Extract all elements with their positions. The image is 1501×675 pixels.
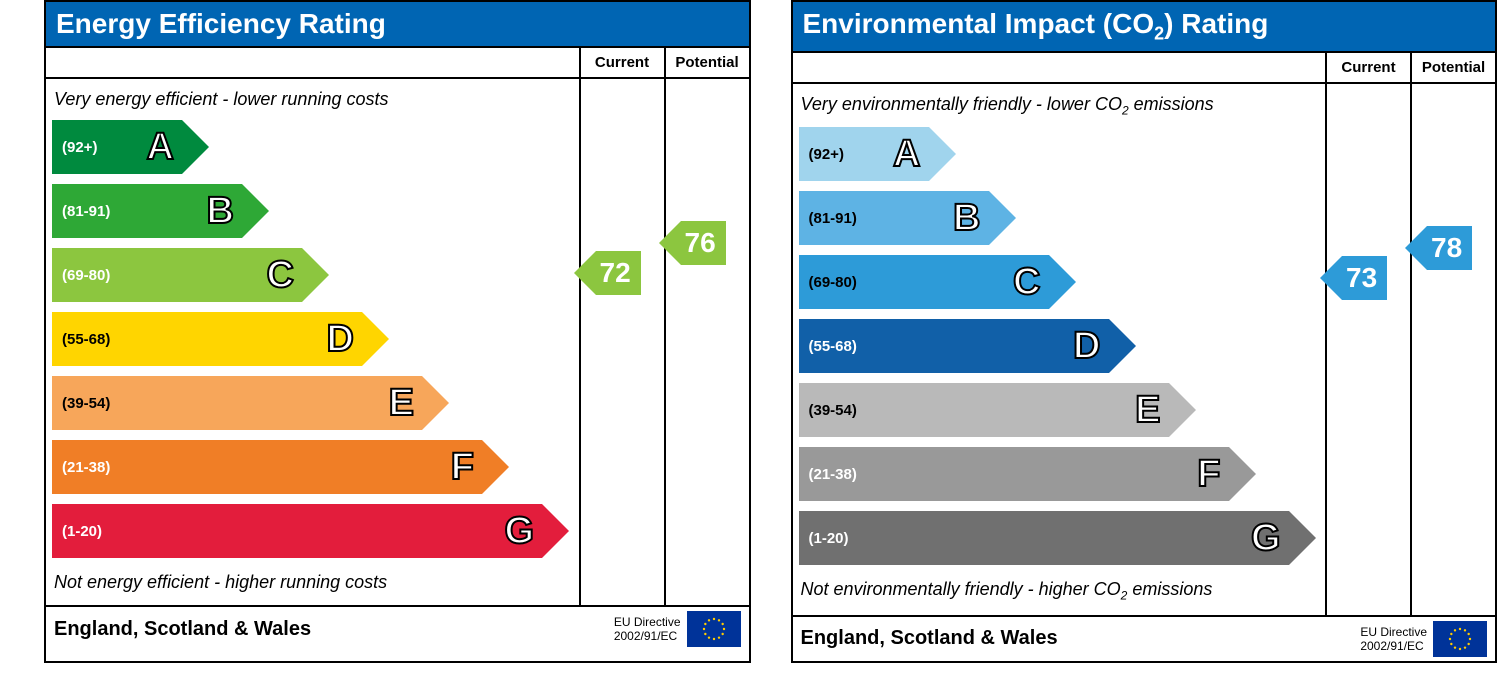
band-range: (81-91) [62, 203, 110, 220]
bottom-descriptor: Not environmentally friendly - higher CO… [793, 575, 1326, 609]
eu-flag-icon [1433, 621, 1487, 657]
band-row-d: (55-68) D [799, 319, 1326, 379]
header-row: Current Potential [793, 53, 1496, 84]
band-row-d: (55-68) D [52, 312, 579, 372]
band-row-b: (81-91) B [52, 184, 579, 244]
band-range: (81-91) [809, 210, 857, 227]
band-letter: B [953, 197, 980, 240]
top-descriptor: Very energy efficient - lower running co… [46, 85, 579, 116]
band-letter: E [389, 382, 414, 425]
bottom-descriptor: Not energy efficient - higher running co… [46, 568, 579, 599]
band-letter: C [267, 254, 294, 297]
band-row-c: (69-80) C [52, 248, 579, 308]
band-range: (92+) [62, 139, 97, 156]
band-row-e: (39-54) E [52, 376, 579, 436]
energy-efficiency-chart: Energy Efficiency Rating Current Potenti… [44, 0, 751, 663]
band-letter: E [1135, 389, 1160, 432]
band-row-c: (69-80) C [799, 255, 1326, 315]
band-range: (1-20) [809, 530, 849, 547]
chart-footer: England, Scotland & Wales EU Directive20… [793, 615, 1496, 661]
band-letter: D [327, 318, 354, 361]
environmental-impact-chart: Environmental Impact (CO2) Rating Curren… [791, 0, 1498, 663]
header-row: Current Potential [46, 48, 749, 79]
band-letter: A [893, 133, 920, 176]
potential-column: 76 [664, 79, 749, 605]
header-potential: Potential [1410, 53, 1495, 82]
band-letter: D [1073, 325, 1100, 368]
band-range: (21-38) [62, 459, 110, 476]
band-range: (21-38) [809, 466, 857, 483]
chart-title: Energy Efficiency Rating [46, 2, 749, 48]
band-range: (92+) [809, 146, 844, 163]
band-row-e: (39-54) E [799, 383, 1326, 443]
current-column: 72 [579, 79, 664, 605]
band-range: (39-54) [809, 402, 857, 419]
band-letter: G [1251, 517, 1281, 560]
top-descriptor: Very environmentally friendly - lower CO… [793, 90, 1326, 124]
footer-country: England, Scotland & Wales [54, 618, 614, 641]
band-row-f: (21-38) F [52, 440, 579, 500]
band-row-g: (1-20) G [799, 511, 1326, 571]
bars-region: Very energy efficient - lower running co… [46, 79, 579, 605]
band-row-a: (92+) A [799, 127, 1326, 187]
band-range: (69-80) [809, 274, 857, 291]
header-current: Current [579, 48, 664, 77]
band-range: (55-68) [809, 338, 857, 355]
band-range: (39-54) [62, 395, 110, 412]
band-letter: C [1013, 261, 1040, 304]
band-row-b: (81-91) B [799, 191, 1326, 251]
header-potential: Potential [664, 48, 749, 77]
potential-rating-pointer: 76 [681, 221, 726, 265]
bars-region: Very environmentally friendly - lower CO… [793, 84, 1326, 615]
footer-directive: EU Directive2002/91/EC [614, 615, 681, 643]
band-letter: F [1197, 453, 1220, 496]
band-row-a: (92+) A [52, 120, 579, 180]
band-letter: B [207, 190, 234, 233]
eu-flag-icon [687, 611, 741, 647]
footer-country: England, Scotland & Wales [801, 627, 1361, 650]
band-range: (1-20) [62, 523, 102, 540]
chart-footer: England, Scotland & Wales EU Directive20… [46, 605, 749, 651]
band-range: (55-68) [62, 331, 110, 348]
footer-directive: EU Directive2002/91/EC [1360, 625, 1427, 653]
header-current: Current [1325, 53, 1410, 82]
band-letter: F [451, 446, 474, 489]
chart-title: Environmental Impact (CO2) Rating [793, 2, 1496, 53]
band-letter: A [147, 126, 174, 169]
current-rating-pointer: 73 [1342, 256, 1387, 300]
band-row-g: (1-20) G [52, 504, 579, 564]
band-letter: G [504, 510, 534, 553]
band-range: (69-80) [62, 267, 110, 284]
current-column: 73 [1325, 84, 1410, 615]
current-rating-pointer: 72 [596, 251, 641, 295]
potential-rating-pointer: 78 [1427, 226, 1472, 270]
potential-column: 78 [1410, 84, 1495, 615]
band-row-f: (21-38) F [799, 447, 1326, 507]
